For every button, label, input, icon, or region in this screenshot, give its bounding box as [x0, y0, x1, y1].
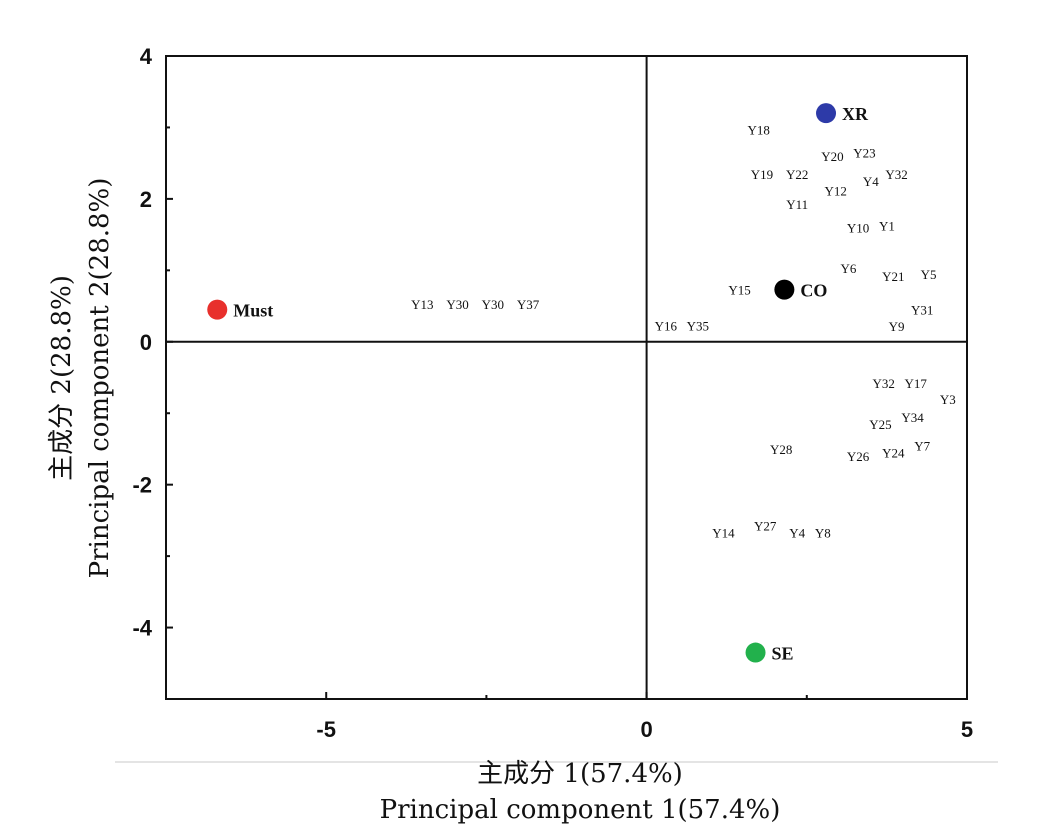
- variable-label: Y7: [914, 438, 930, 453]
- variable-label: Y37: [517, 297, 540, 312]
- sample-point: [745, 642, 766, 663]
- variable-label: Y32: [873, 376, 895, 391]
- variable-label: Y3: [940, 392, 956, 407]
- variable-label: Y20: [821, 149, 843, 164]
- variable-label: Y30: [446, 297, 468, 312]
- axis-ticks: 4 2 0 -2 -4 -5 0 5: [132, 44, 973, 742]
- y-tick-label: 4: [140, 44, 153, 69]
- variable-label: Y34: [901, 410, 924, 425]
- variable-label: Y9: [889, 319, 905, 334]
- y-tick-label: -2: [132, 473, 152, 498]
- variable-label: Y28: [770, 442, 792, 457]
- sample-label: XR: [842, 104, 869, 124]
- x-tick-label: -5: [316, 717, 336, 742]
- variable-label: Y14: [712, 526, 735, 541]
- variable-label: Y16: [655, 318, 678, 333]
- sample-point: [207, 299, 228, 320]
- variable-label: Y23: [853, 145, 875, 160]
- variable-label: Y17: [905, 376, 928, 391]
- sample-label: SE: [772, 644, 794, 664]
- variable-label: Y35: [687, 318, 709, 333]
- variable-label: Y11: [786, 197, 808, 212]
- y-axis-title-cn: 主成分 2(28.8%): [47, 275, 77, 481]
- sample-label: Must: [233, 301, 273, 321]
- y-tick-label: 0: [140, 330, 152, 355]
- variable-label: Y24: [882, 446, 905, 461]
- variable-label: Y4: [789, 526, 805, 541]
- variable-label: Y18: [748, 123, 770, 138]
- variable-label: Y6: [841, 261, 857, 276]
- y-tick-label: 2: [140, 187, 152, 212]
- variable-label: Y21: [882, 269, 904, 284]
- variable-label: Y19: [751, 167, 773, 182]
- x-tick-label: 0: [640, 717, 652, 742]
- variable-label: Y25: [869, 417, 891, 432]
- variable-label: Y13: [411, 297, 433, 312]
- x-axis-title-en: Principal component 1(57.4%): [380, 795, 781, 825]
- y-axis-title-en: Principal component 2(28.8%): [85, 178, 115, 579]
- data-points: Y18 Y20 Y23 Y19 Y22 Y32 Y4 Y12 Y11 Y10 Y1 Y6 Y21 Y5 Y1…: [207, 103, 956, 664]
- variable-label: Y26: [847, 449, 870, 464]
- variable-label: Y8: [815, 526, 831, 541]
- y-tick-label: -4: [132, 616, 152, 641]
- variable-label: Y5: [921, 267, 937, 282]
- variable-label: Y4: [863, 174, 879, 189]
- plot-frame: [165, 55, 968, 700]
- sample-point: [774, 279, 795, 300]
- x-axis-title-cn: 主成分 1(57.4%): [477, 759, 683, 789]
- sample-label: CO: [800, 281, 827, 301]
- x-tick-label: 5: [961, 717, 973, 742]
- variable-label: Y12: [824, 183, 846, 198]
- sample-point: [816, 103, 837, 124]
- variable-label: Y32: [885, 167, 907, 182]
- variable-label: Y10: [847, 220, 869, 235]
- variable-label: Y15: [728, 283, 750, 298]
- variable-label: Y31: [911, 303, 933, 318]
- variable-label: Y22: [786, 167, 808, 182]
- variable-label: Y30: [482, 297, 504, 312]
- variable-label: Y1: [879, 218, 895, 233]
- variable-label: Y27: [754, 518, 777, 533]
